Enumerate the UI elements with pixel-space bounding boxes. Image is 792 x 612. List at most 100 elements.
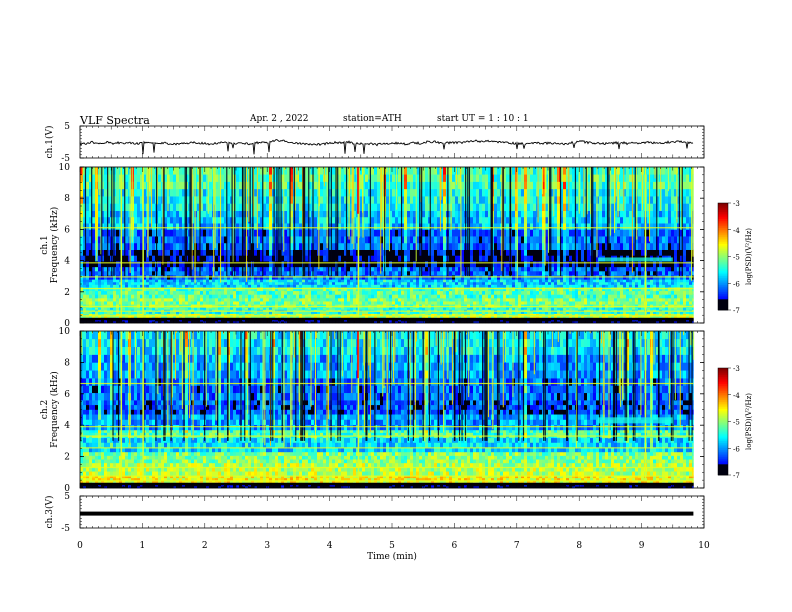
spectrogram-cell [470,181,474,190]
spectrogram-cell [191,301,195,305]
spectrogram-cell [386,181,390,190]
spectrogram-cell [398,321,402,324]
spectrogram-cell [152,321,156,324]
spectrogram-cell [242,266,246,272]
spectrogram-cell [353,298,357,302]
spectrogram-cell [425,321,429,324]
spectrogram-cell [287,281,291,285]
spectrogram-cell [173,203,177,211]
spectrogram-cell [296,210,300,218]
spectrogram-cell [263,321,267,324]
spectrogram-cell [458,255,462,262]
spectrogram-cell [440,255,444,262]
spectrogram-cell [353,266,357,272]
spectrogram-cell [482,301,486,305]
spectrogram-cell [80,229,84,237]
spectrogram-cell [350,319,354,322]
spectrogram-cell [173,316,177,318]
spectrogram-cell [137,290,141,295]
spectrogram-cell [380,281,384,285]
spectrogram-cell [260,216,264,224]
spectrogram-cell [425,188,429,197]
chart-title: VLF Spectra [80,114,150,127]
spectrogram-cell [176,174,180,182]
spectrogram-cell [383,290,387,295]
spectrogram-cell [188,301,192,305]
spectrogram-cell [134,271,138,276]
spectrogram-cell [218,196,222,204]
spectrogram-cell [92,294,96,299]
spectrogram-cell [323,290,327,295]
spectrogram-cell [128,319,132,322]
spectrogram-cell [317,313,321,316]
spectrogram-cell [179,284,183,288]
spectrogram-cell [266,294,270,299]
spectrogram-cell [386,188,390,197]
spectrogram-cell [323,223,327,230]
spectrogram-cell [479,216,483,224]
spectrogram-cell [284,229,288,237]
spectrogram-cell [329,174,333,182]
spectrogram-cell [341,196,345,204]
spectrogram-cell [92,271,96,276]
spectrogram-cell [431,229,435,237]
spectrogram-cell [374,294,378,299]
spectrogram-cell [212,313,216,316]
spectrogram-cell [200,301,204,305]
spectrogram-cell [161,294,165,299]
spectrogram-cell [476,307,480,310]
spectrogram-cell [368,255,372,262]
spectrogram-cell [431,223,435,230]
spectrogram-cell [365,249,369,256]
spectrogram-cell [158,294,162,299]
spectrogram-cell [236,298,240,302]
spectrogram-cell [485,279,489,283]
spectrogram-cell [203,301,207,305]
spectrogram-cell [404,249,408,256]
spectrogram-cell [191,298,195,302]
spectrogram-cell [263,294,267,299]
spectrogram-cell [377,279,381,283]
spectrogram-cell [83,298,87,302]
spectrogram-cell [485,266,489,272]
spectrogram-cell [209,255,213,262]
spectrogram-cell [320,311,324,314]
spectrogram-cell [113,294,117,299]
spectrogram-cell [89,307,93,310]
spectrogram-cell [167,174,171,182]
spectrogram-cell [356,321,360,324]
spectrogram-cell [431,281,435,285]
spectrogram-cell [395,290,399,295]
spectrogram-cell [338,266,342,272]
spectrogram-cell [122,279,126,283]
spectrogram-cell [455,249,459,256]
spectrogram-cell [407,284,411,288]
spectrogram-cell [332,242,336,250]
spectrogram-cell [242,242,246,250]
spectrogram-cell [329,301,333,305]
spectrogram-cell [218,223,222,230]
spectrogram-cell [419,313,423,316]
spectrogram-cell [245,313,249,316]
spectrogram-cell [194,174,198,182]
spectrogram-cell [143,203,147,211]
spectrogram-cell [143,321,147,324]
spectrogram-cell [446,311,450,314]
spectrogram-cell [332,167,336,175]
spectrogram-cell [377,196,381,204]
spectrogram-cell [206,229,210,237]
spectrogram-cell [347,313,351,316]
spectrogram-cell [89,294,93,299]
spectrogram-cell [185,281,189,285]
spectrogram-cell [209,181,213,190]
spectrogram-cell [410,255,414,262]
spectrogram-cell [359,311,363,314]
spectrogram-cell [161,271,165,276]
spectrogram-cell [143,174,147,182]
spectrogram-cell [173,321,177,324]
spectrogram-cell [83,196,87,204]
spectrogram-cell [158,229,162,237]
spectrogram-cell [422,307,426,310]
spectrogram-cell [338,294,342,299]
spectrogram-cell [335,271,339,276]
